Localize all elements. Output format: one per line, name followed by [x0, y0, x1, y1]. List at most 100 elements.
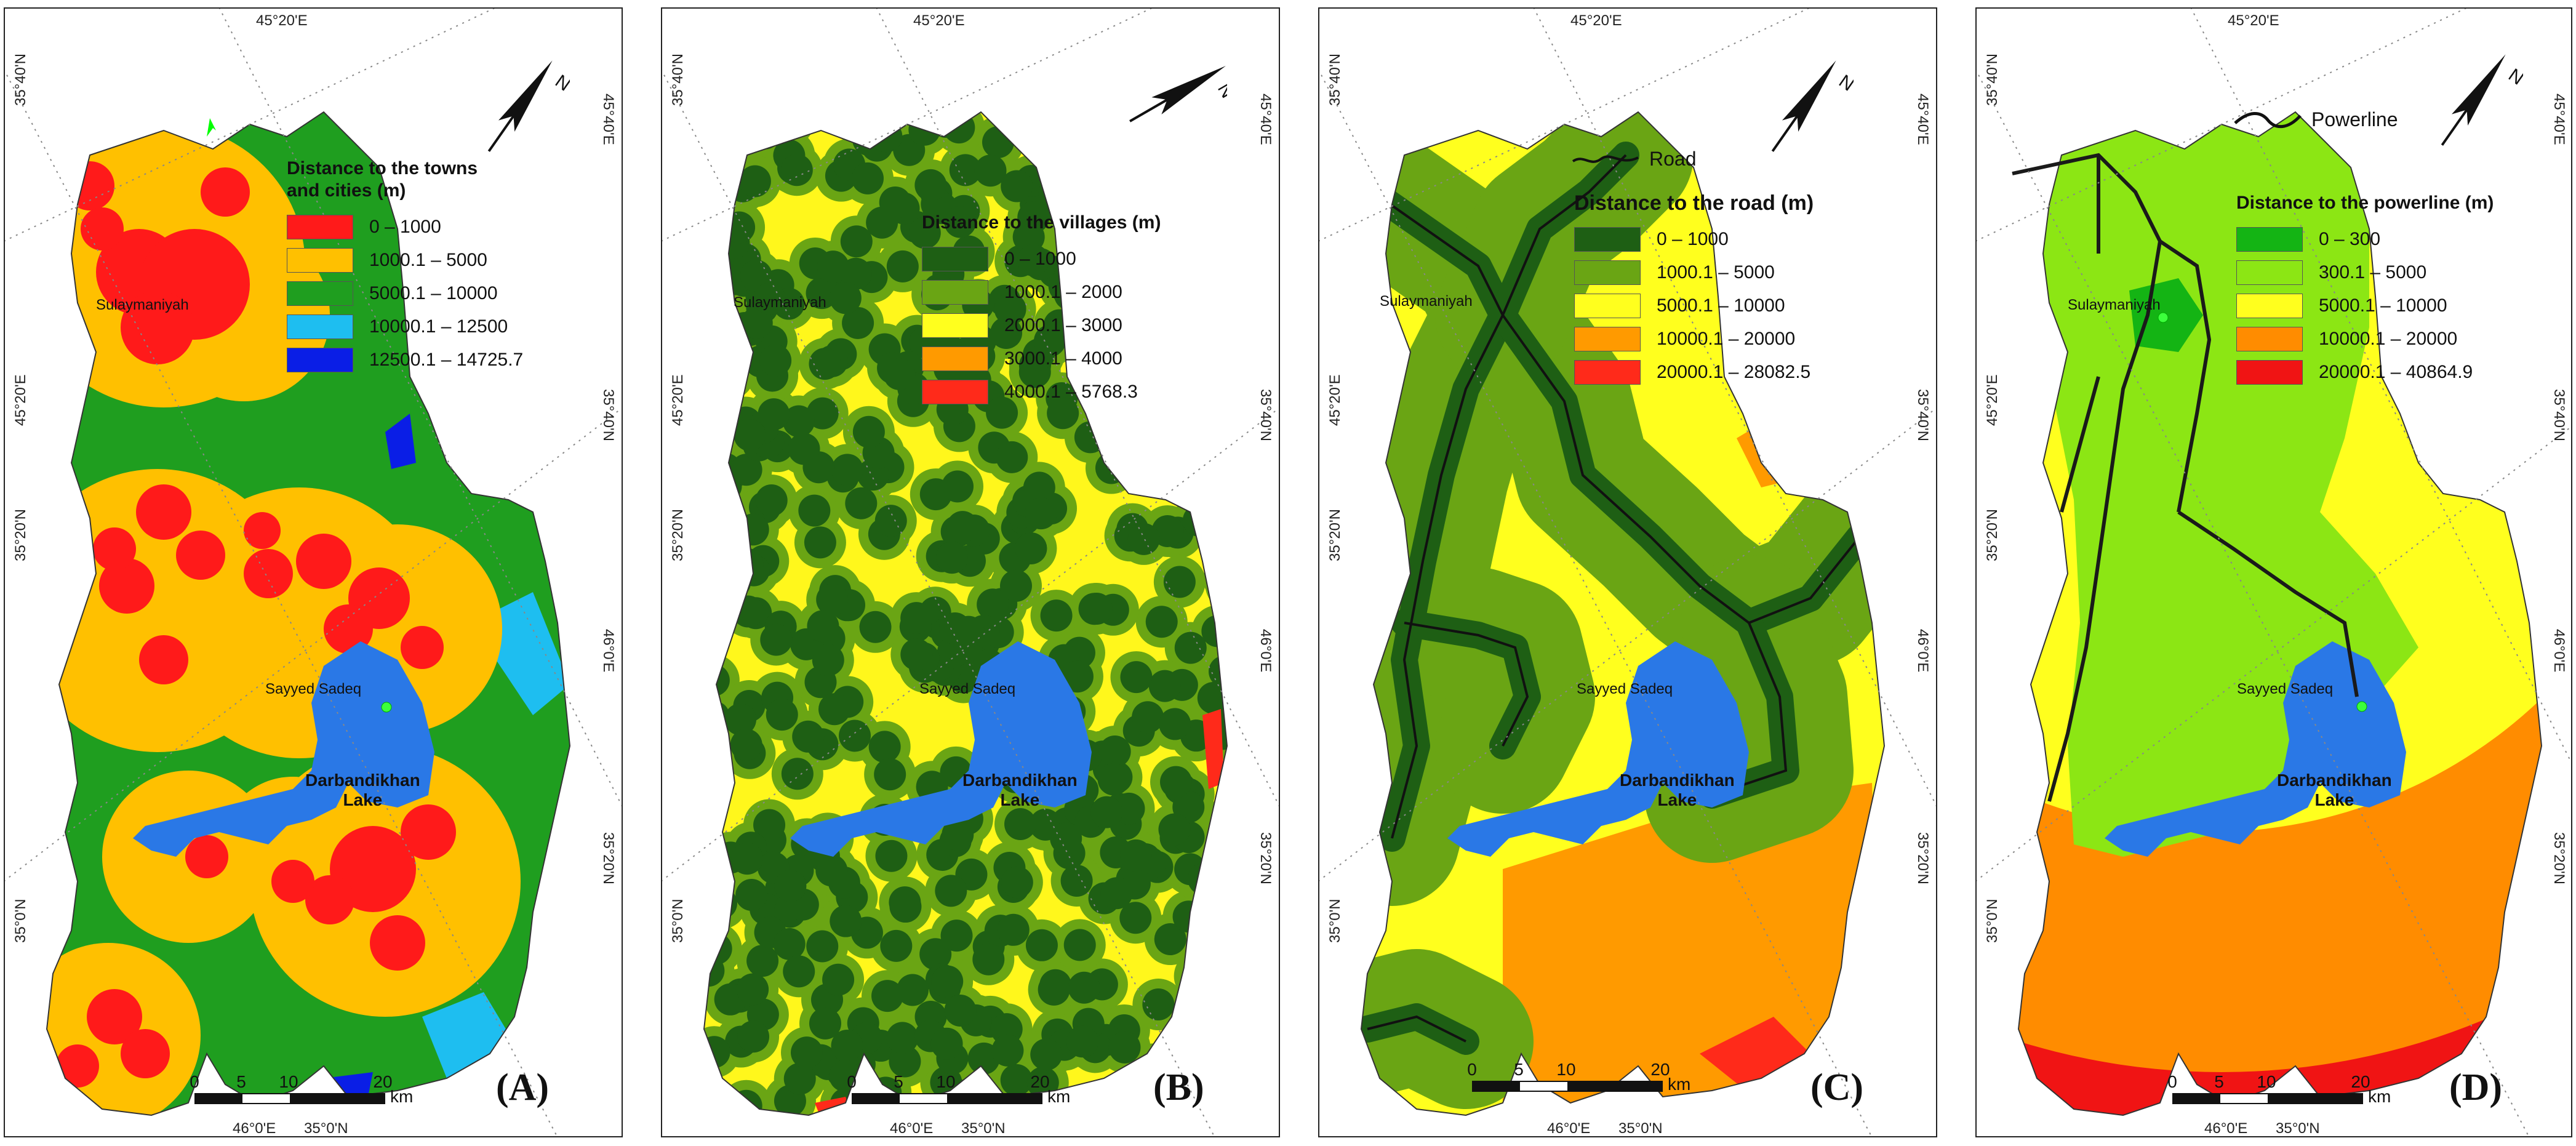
coord-label: 35°0'N [304, 1120, 348, 1137]
map-frame [4, 7, 623, 1137]
north-arrow-icon: N [487, 60, 570, 152]
scale-bar-segments [852, 1093, 1042, 1104]
legend-item: 4000.1 – 5768.3 [922, 375, 1161, 409]
lake-label: Darbandikhan Lake [962, 771, 1078, 810]
map-panel-d: Powerline Distance to the powerline (m) … [1975, 7, 2576, 1140]
lake-label-line: Darbandikhan [1620, 771, 1735, 790]
map-panel-c: Road Distance to the road (m) 0 – 1000 1… [1318, 7, 1940, 1140]
place-label: Sulaymaniyah [2068, 297, 2161, 313]
legend-title: Distance to the powerline (m) [2236, 193, 2494, 213]
legend-item: 2000.1 – 3000 [922, 309, 1161, 342]
zone-class-1 [56, 161, 456, 1088]
green-star-icon [381, 702, 392, 713]
legend-item: 12500.1 – 14725.7 [287, 343, 523, 377]
legend-swatch [922, 347, 988, 371]
graticule [1975, 7, 2572, 1137]
coord-label: 45°20'E [1327, 374, 1343, 426]
lake-label: Darbandikhan Lake [2277, 771, 2392, 810]
scale-numbers: 0 5 10 20 [2167, 1072, 2394, 1093]
graticule [661, 7, 1280, 1137]
scale-tick-label: 5 [894, 1072, 903, 1091]
graticule [1318, 7, 1937, 1137]
zone-class-4 [1503, 112, 1884, 1115]
legend-route-key: Powerline [2234, 108, 2398, 131]
legend-swatch [922, 247, 988, 271]
legend-label: 1000.1 – 2000 [1004, 282, 1122, 302]
scale-bar-segments [2172, 1093, 2363, 1104]
scale-unit: km [1047, 1087, 1071, 1106]
powerline-symbol-icon [2234, 111, 2302, 128]
coord-label: 35°40'N [1914, 389, 1931, 441]
svg-text:N: N [1214, 80, 1227, 102]
legend-title: Distance to the towns [287, 158, 478, 178]
legend-swatch [1574, 294, 1641, 318]
scale-tick-label: 20 [1650, 1060, 1670, 1079]
map-canvas-b [661, 7, 1280, 1137]
legend-label: 10000.1 – 20000 [2319, 329, 2458, 349]
coord-label: 35°0'N [2276, 1120, 2320, 1137]
legend-swatch [287, 215, 353, 239]
coord-label: 46°0'E [890, 1120, 934, 1137]
coord-label: 35°20'N [600, 832, 617, 884]
scale-tick-label: 20 [2351, 1072, 2370, 1091]
legend-label: 1000.1 – 5000 [1657, 262, 1775, 282]
panel-label: (A) [496, 1067, 550, 1108]
coord-label: 45°20'E [12, 374, 29, 426]
coord-label: 46°0'E [1257, 629, 1274, 673]
scale-tick-label: 20 [373, 1072, 393, 1091]
legend-item: 10000.1 – 12500 [287, 310, 523, 343]
coord-label: 35°40'N [12, 54, 29, 106]
panel-label: (C) [1810, 1067, 1864, 1108]
legend-item: 20000.1 – 28082.5 [1574, 356, 1814, 389]
coord-label: 46°0'E [2551, 629, 2567, 673]
place-label: Sulaymaniyah [734, 294, 826, 311]
north-arrow-icon: N [1771, 60, 1854, 152]
coord-label: 35°0'N [1984, 899, 2001, 943]
scale-tick-label: 0 [2167, 1072, 2177, 1091]
lake-label-line: Darbandikhan [962, 771, 1078, 790]
legend-item: 0 – 1000 [287, 210, 523, 244]
coord-label: 45°40'E [2551, 94, 2567, 145]
legend-label: 5000.1 – 10000 [2319, 295, 2447, 316]
coord-label: 45°40'E [1914, 94, 1931, 145]
legend-title: Distance to the road (m) [1574, 191, 1814, 215]
legend-swatch [2236, 294, 2303, 318]
legend-swatch [2236, 260, 2303, 285]
powerline-network [2012, 153, 2359, 802]
place-label: Sayyed Sadeq [1577, 681, 1673, 697]
legend-swatch [2236, 360, 2303, 385]
north-arrow-icon: N [2441, 54, 2523, 146]
coord-label: 35°40'N [600, 389, 617, 441]
legend-swatch [1574, 327, 1641, 351]
lake-label-line: Lake [2314, 790, 2354, 809]
scale-unit: km [2368, 1087, 2391, 1106]
legend-label: 20000.1 – 28082.5 [1657, 362, 1811, 382]
legend-label: 12500.1 – 14725.7 [369, 350, 524, 370]
coord-label: 45°20'E [256, 12, 308, 29]
coord-label: 35°20'N [1327, 509, 1343, 561]
coord-label: 45°20'E [670, 374, 686, 426]
legend-swatch [922, 280, 988, 305]
coord-label: 35°0'N [670, 899, 686, 943]
coord-label: 45°20'E [1570, 12, 1622, 29]
coord-label: 35°20'N [1257, 832, 1274, 884]
legend-route-key: Road [1572, 148, 1697, 170]
legend-label: 3000.1 – 4000 [1004, 348, 1122, 369]
legend: Distance to the towns and cities (m) 0 –… [287, 158, 523, 377]
green-star-icon [2158, 312, 2169, 323]
legend-item: 0 – 300 [2236, 223, 2494, 256]
place-label: Sayyed Sadeq [919, 681, 1016, 697]
coord-label: 46°0'E [1547, 1120, 1591, 1137]
route-key-label: Road [1649, 148, 1697, 170]
coord-label: 45°20'E [1984, 374, 2001, 426]
scale-bar-segments [1472, 1081, 1663, 1092]
legend-swatch [922, 380, 988, 404]
scale-unit: km [1668, 1075, 1691, 1094]
legend: Distance to the villages (m) 0 – 1000 10… [922, 212, 1161, 409]
scale-tick-label: 5 [236, 1072, 246, 1091]
svg-text:N: N [551, 71, 570, 95]
scale-tick-label: 0 [1467, 1060, 1477, 1079]
legend-swatch [287, 315, 353, 339]
coord-label: 35°0'N [1327, 899, 1343, 943]
map-canvas-a [4, 7, 623, 1137]
